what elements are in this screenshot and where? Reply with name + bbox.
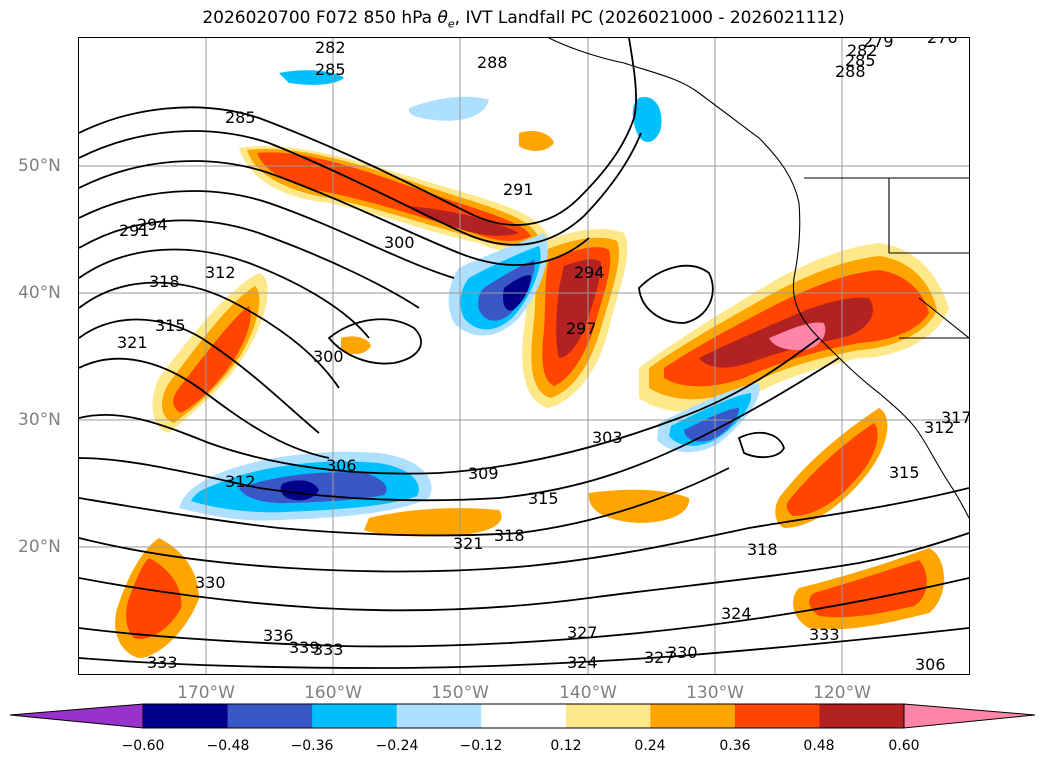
colorbar-tick: −0.12 xyxy=(459,738,503,754)
contour-label: 327 xyxy=(644,648,675,667)
contour-label: 300 xyxy=(313,347,344,366)
colorbar-segment xyxy=(734,704,820,728)
contour-label: 318 xyxy=(494,526,525,545)
contour-label: 312 xyxy=(205,263,236,282)
contour-label: 276 xyxy=(927,38,958,47)
contour-labels: 282 285 288 279 276 282 285 288 285 291 … xyxy=(117,38,969,674)
theta-e-contours xyxy=(79,38,969,669)
lat-label-50n: 50°N xyxy=(18,156,61,176)
colorbar-segment xyxy=(143,704,229,728)
colorbar-tick: −0.36 xyxy=(290,738,334,754)
contour-label: 288 xyxy=(477,53,508,72)
contour-label: 306 xyxy=(915,655,946,674)
colorbar-max-extension xyxy=(903,703,1036,729)
colorbar-segment xyxy=(481,704,567,728)
colorbar-min-extension xyxy=(9,703,144,729)
colorbar-tick: 0.24 xyxy=(634,738,666,754)
lat-label-30n: 30°N xyxy=(18,410,61,430)
contour-label: 318 xyxy=(747,540,778,559)
map-canvas: 282 285 288 279 276 282 285 288 285 291 … xyxy=(79,38,969,674)
contour-label: 333 xyxy=(313,640,344,659)
contour-label: 339 xyxy=(289,638,320,657)
contour-label: 315 xyxy=(528,489,559,508)
contour-label: 285 xyxy=(225,108,256,127)
contour-label: 312 xyxy=(225,472,256,491)
contour-label: 291 xyxy=(503,180,534,199)
lon-label-140w: 140°W xyxy=(559,683,617,703)
shaded-fields xyxy=(115,70,949,658)
contour-label: 317 xyxy=(941,408,969,427)
colorbar-tick: −0.48 xyxy=(206,738,250,754)
contour-label: 330 xyxy=(667,643,698,662)
contour-label: 333 xyxy=(147,653,178,672)
colorbar-segment xyxy=(819,704,905,728)
lat-label-20n: 20°N xyxy=(18,537,61,557)
map-title: 2026020700 F072 850 hPa θe, IVT Landfall… xyxy=(202,8,845,31)
lon-label-120w: 120°W xyxy=(813,683,871,703)
contour-label: 315 xyxy=(155,316,186,335)
lon-label-150w: 150°W xyxy=(431,683,489,703)
contour-label: 309 xyxy=(468,464,499,483)
colorbar-segment xyxy=(227,704,313,728)
colorbar-tick: 0.36 xyxy=(719,738,751,754)
lon-label-170w: 170°W xyxy=(177,683,235,703)
contour-label: 327 xyxy=(567,623,598,642)
contour-label: 336 xyxy=(263,626,294,645)
contour-label: 321 xyxy=(117,333,148,352)
contour-label: 294 xyxy=(574,263,605,282)
map-panel: 282 285 288 279 276 282 285 288 285 291 … xyxy=(78,37,970,675)
contour-label: 303 xyxy=(592,428,623,447)
colorbar-tick: 0.48 xyxy=(803,738,835,754)
colorbar-segment xyxy=(565,704,651,728)
contour-label: 321 xyxy=(453,534,484,553)
colorbar-segment xyxy=(312,704,398,728)
colorbar-tick: 0.12 xyxy=(550,738,582,754)
lon-label-130w: 130°W xyxy=(686,683,744,703)
contour-label: 306 xyxy=(326,456,357,475)
contour-label: 315 xyxy=(889,463,920,482)
contour-label: 324 xyxy=(721,604,752,623)
lon-label-160w: 160°W xyxy=(304,683,362,703)
contour-label: 285 xyxy=(845,51,876,70)
colorbar-tick: 0.60 xyxy=(888,738,920,754)
contour-label: 282 xyxy=(847,41,878,60)
contour-label: 300 xyxy=(384,233,415,252)
colorbar-segments xyxy=(143,704,905,728)
lat-label-40n: 40°N xyxy=(18,283,61,303)
contour-label: 279 xyxy=(863,38,894,51)
colorbar-tick: −0.24 xyxy=(375,738,419,754)
contour-label: 333 xyxy=(809,625,840,644)
contour-label: 324 xyxy=(567,653,598,672)
colorbar-segment xyxy=(396,704,482,728)
contour-label: 294 xyxy=(137,215,168,234)
graticule xyxy=(79,38,969,674)
colorbar-tick: −0.60 xyxy=(121,738,165,754)
contour-label: 297 xyxy=(566,319,597,338)
contour-label: 291 xyxy=(119,221,150,240)
contour-label: 285 xyxy=(315,60,346,79)
contour-label: 330 xyxy=(195,573,226,592)
contour-label: 282 xyxy=(315,38,346,57)
coastlines xyxy=(548,38,969,519)
contour-label: 318 xyxy=(149,272,180,291)
colorbar-outline xyxy=(142,703,905,729)
colorbar xyxy=(9,703,1036,729)
contour-label: 312 xyxy=(924,418,955,437)
colorbar-segment xyxy=(650,704,736,728)
contour-label: 288 xyxy=(835,62,866,81)
